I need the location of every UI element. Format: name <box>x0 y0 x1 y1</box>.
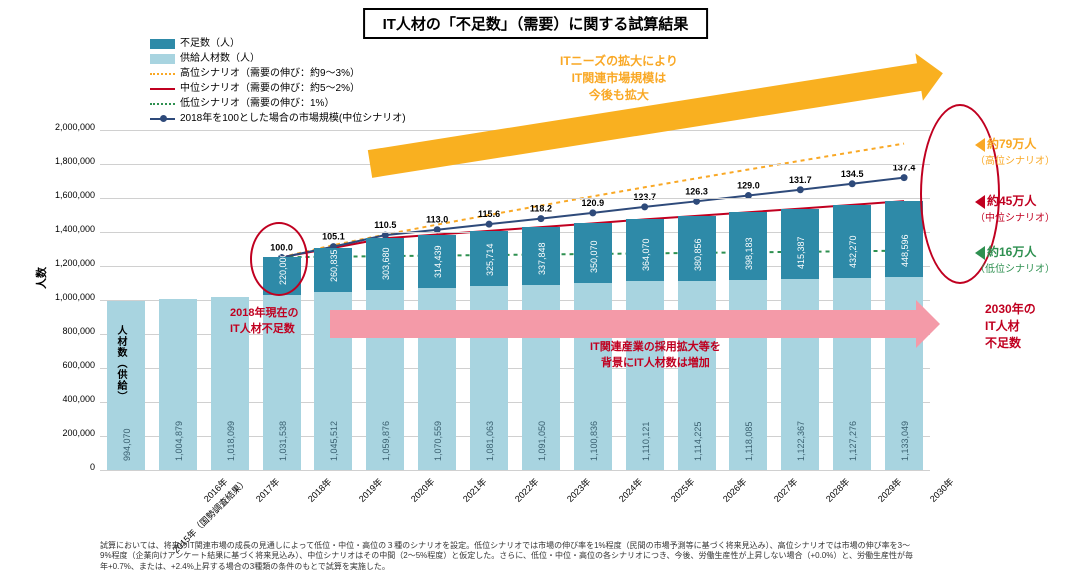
callout-low: 約16万人 （低位シナリオ） <box>975 243 1055 275</box>
callout-high: 約79万人 （高位シナリオ） <box>975 135 1055 167</box>
annotation-pink: IT関連産業の採用拡大等を 背景にIT人材数は増加 <box>590 338 721 370</box>
legend-mid: 中位シナリオ（需要の伸び：約5～2%） <box>150 81 406 96</box>
annotation-orange: ITニーズの拡大により IT関連市場規模は 今後も拡大 <box>560 52 678 103</box>
growth-arrow-pink <box>330 310 920 338</box>
bar-group: 1,018,099 <box>211 130 249 470</box>
bar-group: 1,122,367415,387 <box>781 130 819 470</box>
bar-group: 1,127,276432,270 <box>833 130 871 470</box>
bar-group: 1,059,876303,680 <box>366 130 404 470</box>
legend-label: 2018年を100とした場合の市場規模(中位シナリオ) <box>180 111 406 126</box>
callout-mid: 約45万人 （中位シナリオ） <box>975 192 1055 224</box>
legend-low: 低位シナリオ（需要の伸び：1%） <box>150 96 406 111</box>
callout-2030: 2030年の IT人材 不足数 <box>985 300 1036 351</box>
bar-group: 1,118,085398,183 <box>729 130 767 470</box>
legend-index: 2018年を100とした場合の市場規模(中位シナリオ) <box>150 111 406 126</box>
y-axis-ticks: 0200,000400,000600,000800,0001,000,0001,… <box>45 127 95 467</box>
bar-group: 1,110,121364,070 <box>626 130 664 470</box>
chart-plot-area: 100.0105.1110.5113.0115.6118.2120.9123.7… <box>100 130 930 470</box>
bar-group: 1,091,050337,848 <box>522 130 560 470</box>
bar-group: 1,114,225380,856 <box>678 130 716 470</box>
legend-high: 高位シナリオ（需要の伸び：約9～3%） <box>150 66 406 81</box>
highlight-2018 <box>250 222 308 296</box>
legend: 不足数（人） 供給人材数（人） 高位シナリオ（需要の伸び：約9～3%） 中位シナ… <box>150 36 406 126</box>
bar-group: 994,070 <box>107 130 145 470</box>
bar-group: 1,081,063325,714 <box>470 130 508 470</box>
bar-group: 1,004,879 <box>159 130 197 470</box>
legend-label: 供給人材数（人） <box>180 51 260 66</box>
bar-group: 1,031,538220,000 <box>263 130 301 470</box>
supply-column-label: 人材数（供給） <box>113 325 128 402</box>
legend-label: 低位シナリオ（需要の伸び：1%） <box>180 96 334 111</box>
legend-label: 不足数（人） <box>180 36 240 51</box>
bar-group: 1,070,559314,439 <box>418 130 456 470</box>
bar-group: 1,045,512260,835 <box>314 130 352 470</box>
legend-label: 高位シナリオ（需要の伸び：約9～3%） <box>180 66 360 81</box>
legend-label: 中位シナリオ（需要の伸び：約5～2%） <box>180 81 360 96</box>
legend-supply: 供給人材数（人） <box>150 51 406 66</box>
chart-title: IT人材の「不足数」（需要）に関する試算結果 <box>363 8 709 39</box>
bar-group: 1,100,836350,070 <box>574 130 612 470</box>
legend-shortage: 不足数（人） <box>150 36 406 51</box>
footnote: 試算においては、将来のIT関連市場の成長の見通しによって低位・中位・高位の３種の… <box>100 541 920 572</box>
annotation-2018: 2018年現在の IT人材不足数 <box>230 304 298 336</box>
